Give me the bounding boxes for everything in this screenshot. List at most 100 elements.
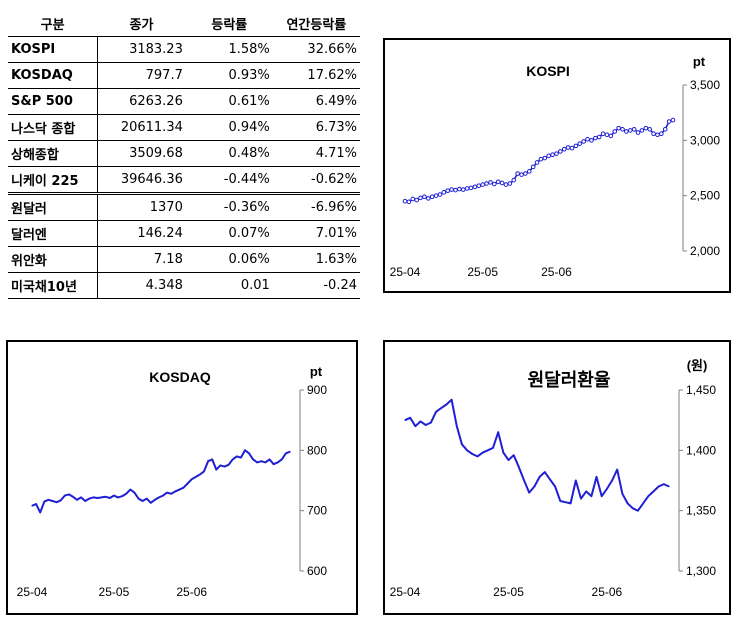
- data-point: [670, 117, 676, 123]
- chart-title: KOSDAQ: [149, 369, 211, 385]
- table-row: KOSPI 3183.23 1.58% 32.66%: [8, 36, 360, 63]
- data-point: [492, 181, 497, 187]
- data-point: [440, 407, 442, 409]
- data-point: [518, 466, 520, 468]
- y-tick-label: 600: [307, 564, 327, 578]
- row-name: 상해종합: [8, 140, 98, 167]
- data-point: [441, 190, 447, 195]
- data-point: [593, 135, 598, 141]
- data-point: [658, 485, 660, 488]
- data-point: [604, 132, 610, 138]
- chart-title: 원달러환율: [528, 369, 611, 390]
- data-point: [453, 187, 458, 193]
- row-close: 3183.23: [97, 36, 186, 63]
- data-point: [219, 464, 221, 467]
- data-point: [497, 431, 499, 433]
- data-point: [651, 131, 656, 136]
- data-point: [154, 499, 156, 501]
- data-point: [43, 501, 45, 503]
- table-row: KOSDAQ 797.7 0.93% 17.62%: [8, 62, 360, 89]
- row-close: 7.18: [97, 246, 186, 273]
- kosdaq-chart: KOSDAQ pt 600 700 800 900 25-04 25-05 25-06: [17, 364, 328, 599]
- data-point: [538, 476, 541, 478]
- data-point: [268, 458, 271, 460]
- chart-title: KOSPI: [526, 63, 570, 79]
- row-close: 797.7: [97, 62, 186, 89]
- data-point: [129, 488, 131, 491]
- x-tick-label: 25-06: [592, 585, 623, 599]
- data-point: [223, 466, 226, 468]
- row-name: 니케이 225: [8, 166, 98, 195]
- data-point: [39, 511, 41, 514]
- data-point: [445, 403, 448, 406]
- row-name: 원달러: [8, 193, 98, 221]
- data-point: [647, 126, 652, 132]
- data-point: [141, 500, 144, 502]
- data-point: [487, 449, 489, 451]
- data-point: [499, 180, 505, 186]
- data-point: [419, 420, 422, 422]
- data-point: [133, 491, 135, 494]
- y-tick-label: 800: [307, 443, 327, 457]
- x-tick-label: 25-06: [176, 585, 207, 599]
- data-point: [581, 139, 586, 144]
- row-ytd: -6.96%: [272, 193, 360, 221]
- data-point: [659, 131, 664, 136]
- data-point: [207, 460, 209, 462]
- data-point: [595, 476, 598, 478]
- data-point: [668, 485, 670, 488]
- market-summary-table: 구분 종가 등락률 연간등락률 KOSPI 3183.23 1.58% 32.6…: [8, 10, 360, 299]
- header-category: 구분: [8, 10, 98, 37]
- data-point: [244, 449, 246, 451]
- data-point: [433, 193, 439, 198]
- table-row: 미국채10년 4.348 0.01 -0.24: [8, 272, 360, 299]
- table-row: 달러엔 146.24 0.07% 7.01%: [8, 220, 360, 247]
- table-row: 원달러 1370 -0.36% -6.96%: [8, 193, 360, 221]
- data-point: [256, 461, 258, 463]
- row-close: 20611.34: [97, 114, 186, 141]
- data-point: [559, 500, 561, 502]
- data-point: [601, 495, 603, 497]
- kospi-chart: KOSPI pt 2,000 2,500 3,000 3,500 25-04 25-05 25-…: [390, 54, 721, 279]
- data-point: [435, 411, 437, 413]
- data-point: [429, 194, 435, 200]
- row-change: 0.48%: [185, 140, 273, 167]
- table-row: S&P 500 6263.26 0.61% 6.49%: [8, 88, 360, 115]
- row-ytd: -0.62%: [272, 166, 360, 195]
- data-point: [482, 452, 484, 454]
- data-point: [72, 496, 74, 498]
- x-tick-label: 25-05: [467, 265, 498, 279]
- data-point: [635, 130, 641, 135]
- data-point: [631, 126, 637, 132]
- row-change: 0.61%: [185, 88, 273, 115]
- data-point: [526, 169, 532, 174]
- data-point: [273, 463, 275, 465]
- data-point: [534, 160, 540, 165]
- data-point: [523, 171, 528, 176]
- data-point: [240, 456, 242, 459]
- table-header-row: 구분 종가 등락률 연간등락률: [8, 10, 360, 37]
- row-ytd: 6.73%: [272, 114, 360, 141]
- row-name: 달러엔: [8, 220, 98, 247]
- y-tick-label: 1,350: [686, 504, 716, 518]
- data-point: [550, 152, 555, 158]
- data-point: [570, 502, 572, 505]
- y-tick-label: 3,500: [690, 78, 720, 92]
- data-point: [178, 488, 181, 491]
- data-point: [530, 164, 536, 170]
- row-name: S&P 500: [8, 88, 98, 115]
- data-point: [554, 485, 556, 488]
- data-point: [450, 399, 453, 401]
- data-point: [620, 126, 625, 132]
- data-point: [76, 499, 78, 501]
- data-point: [612, 129, 618, 134]
- data-point: [624, 129, 629, 134]
- data-point: [585, 490, 587, 492]
- data-point: [406, 199, 412, 205]
- data-point: [410, 196, 416, 202]
- data-point: [137, 498, 140, 500]
- data-point: [113, 494, 115, 497]
- data-point: [31, 505, 33, 507]
- data-point: [80, 496, 82, 498]
- row-ytd: 7.01%: [272, 220, 360, 247]
